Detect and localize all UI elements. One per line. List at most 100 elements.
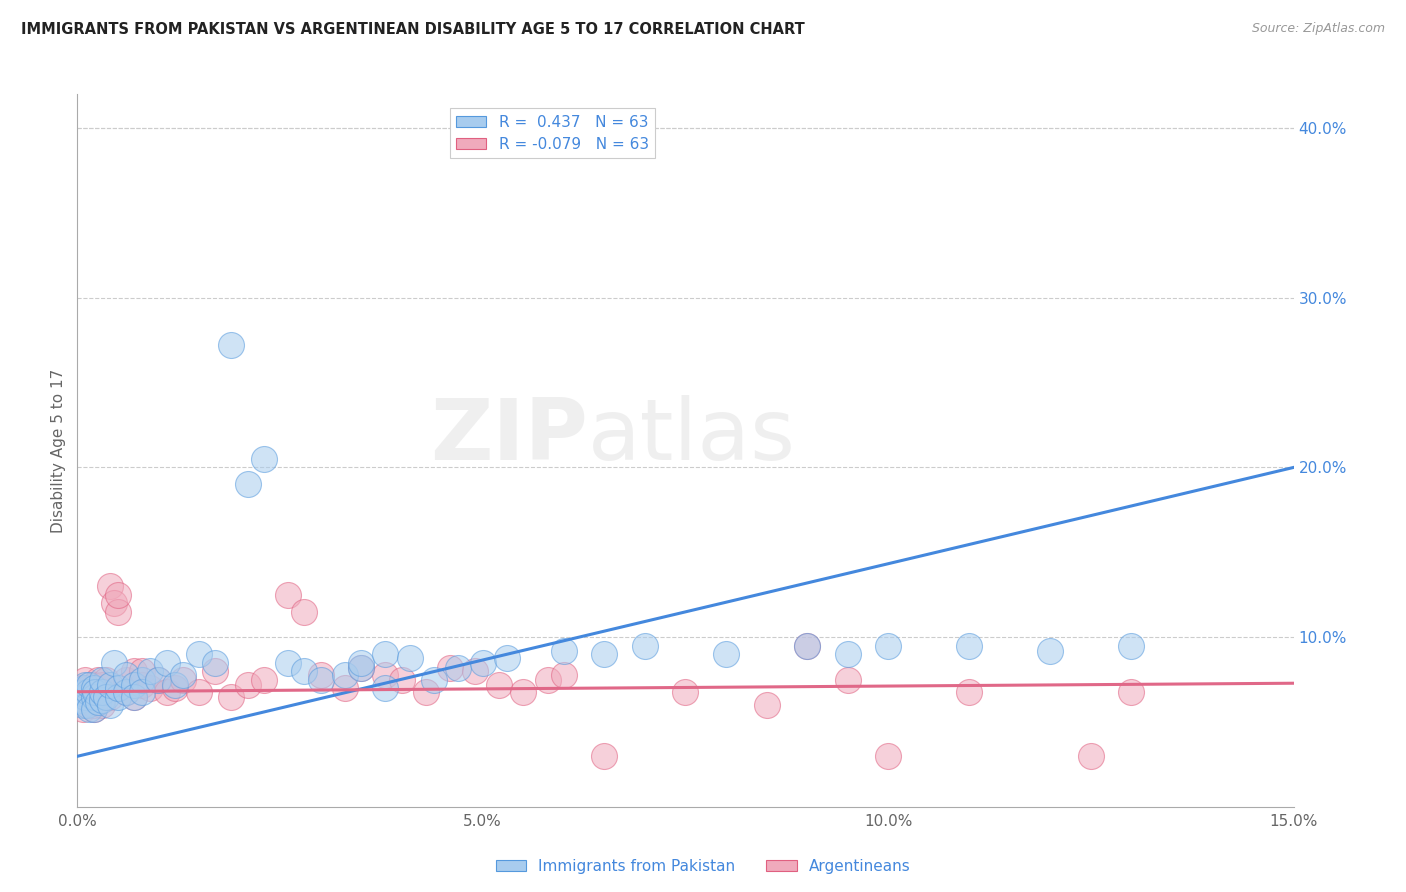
Point [553,644,575,658]
Point [333,681,356,696]
Point [188,648,211,662]
Text: ZIP: ZIP [430,394,588,478]
Point [593,648,616,662]
Point [72,702,94,716]
Point [471,656,494,670]
Point [204,656,226,670]
Point [84,690,107,704]
Point [172,673,194,687]
Point [83,702,105,716]
Point [309,667,332,681]
Point [98,698,121,713]
Point [86,673,108,687]
Point [73,684,96,698]
Point [172,667,194,681]
Point [1080,749,1102,764]
Point [115,673,138,687]
Point [536,673,558,687]
Point [675,684,697,698]
Point [148,673,170,687]
Point [488,678,510,692]
Point [90,678,112,692]
Point [333,667,356,681]
Point [163,678,186,692]
Point [148,673,170,687]
Point [796,639,818,653]
Point [122,690,145,704]
Point [98,678,121,692]
Point [374,667,396,681]
Point [139,681,162,696]
Point [90,684,112,698]
Point [253,452,276,467]
Point [131,665,153,679]
Point [83,698,105,713]
Point [714,648,737,662]
Point [398,650,420,665]
Point [155,684,177,698]
Point [90,684,112,698]
Point [107,681,129,696]
Point [204,665,226,679]
Point [103,596,125,610]
Point [83,678,105,692]
Point [122,690,145,704]
Point [115,684,138,698]
Point [94,673,117,687]
Point [188,684,211,698]
Point [90,693,112,707]
Point [292,605,315,619]
Point [86,695,108,709]
Point [76,684,98,698]
Point [634,639,657,653]
Point [447,661,470,675]
Point [75,673,97,687]
Point [76,698,98,713]
Point [877,749,900,764]
Point [415,684,437,698]
Point [1121,684,1143,698]
Point [163,681,186,696]
Point [115,667,138,681]
Point [512,684,534,698]
Point [90,698,112,713]
Point [90,673,112,687]
Point [84,684,107,698]
Point [131,678,153,692]
Point [350,661,373,675]
Point [374,648,396,662]
Point [73,681,96,696]
Point [391,673,413,687]
Point [98,690,121,704]
Point [107,605,129,619]
Point [593,749,616,764]
Point [98,579,121,593]
Point [374,681,396,696]
Point [464,665,486,679]
Point [292,665,315,679]
Point [69,693,91,707]
Point [837,648,859,662]
Point [107,588,129,602]
Legend: R =  0.437   N = 63, R = -0.079   N = 63: R = 0.437 N = 63, R = -0.079 N = 63 [450,109,655,158]
Text: atlas: atlas [588,394,796,478]
Point [75,678,97,692]
Point [155,656,177,670]
Point [553,667,575,681]
Point [79,678,101,692]
Point [94,690,117,704]
Point [107,690,129,704]
Point [103,656,125,670]
Point [75,690,97,704]
Point [79,702,101,716]
Point [236,477,259,491]
Point [131,684,153,698]
Point [70,681,93,696]
Point [236,678,259,692]
Point [837,673,859,687]
Point [139,665,162,679]
Point [277,588,299,602]
Point [69,690,91,704]
Point [115,684,138,698]
Point [1039,644,1062,658]
